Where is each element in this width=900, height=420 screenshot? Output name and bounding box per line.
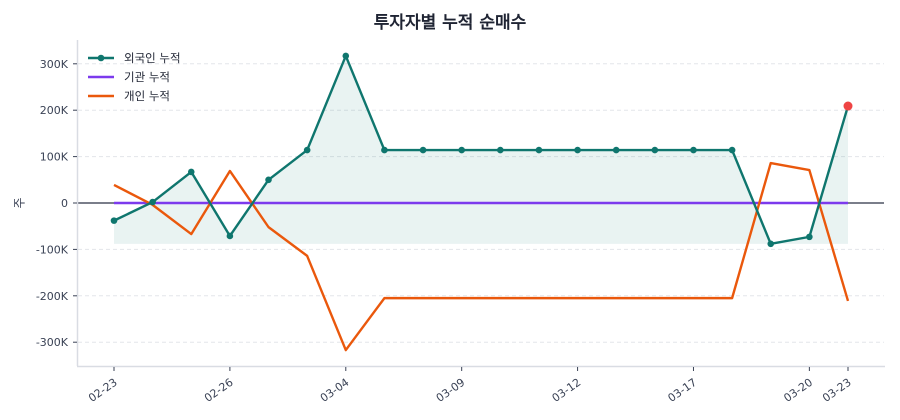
- legend-label: 개인 누적: [124, 89, 170, 103]
- data-point-marker: [767, 240, 775, 248]
- series-lines: [110, 52, 853, 352]
- data-point-marker: [381, 146, 388, 154]
- y-tick-label: 0: [61, 197, 68, 210]
- legend-label: 기관 누적: [124, 70, 170, 84]
- chart-title: 투자자별 누적 순매수: [374, 13, 527, 33]
- data-point-marker: [497, 146, 504, 154]
- y-tick-label: -300K: [36, 336, 69, 349]
- legend-label: 외국인 누적: [124, 51, 181, 65]
- foreign-cumulative-line: [113, 54, 850, 246]
- x-tick-label: 03-23: [820, 376, 854, 405]
- data-point-marker: [187, 168, 195, 176]
- y-tick-label: -200K: [36, 290, 69, 303]
- x-tick-label: 02-26: [202, 376, 236, 405]
- data-point-marker: [728, 146, 736, 154]
- x-tick-label: 03-20: [781, 376, 815, 405]
- legend-item-foreign: 외국인 누적: [88, 51, 181, 65]
- data-point-marker: [226, 232, 234, 240]
- y-tick-label: 200K: [40, 104, 69, 117]
- y-tick-label: 300K: [40, 58, 69, 71]
- latest-point-marker: [843, 101, 853, 111]
- data-point-marker: [110, 217, 118, 224]
- y-tick-label: 100K: [40, 151, 69, 164]
- data-point-marker: [612, 146, 620, 154]
- x-axis-ticks: 02-23 02-26 03-04 03-09 03-12 03-17 03-20 03-23: [86, 367, 854, 405]
- x-tick-label: 03-17: [666, 376, 700, 405]
- grid-lines: [78, 63, 884, 343]
- legend-marker: [97, 54, 105, 62]
- x-tick-label: 03-09: [434, 376, 468, 405]
- y-axis-label: 주: [13, 197, 27, 208]
- data-point-marker: [265, 176, 272, 184]
- individual-cumulative-line: [113, 161, 850, 352]
- x-tick-label: 03-04: [318, 376, 352, 405]
- data-point-marker: [458, 146, 465, 154]
- data-point-marker: [690, 146, 697, 154]
- data-point-marker: [535, 146, 543, 154]
- data-point-marker: [149, 198, 156, 206]
- data-point-marker: [651, 146, 659, 154]
- axes: [76, 40, 885, 368]
- area-fill: [114, 55, 848, 244]
- y-tick-label: -100K: [36, 243, 69, 256]
- data-point-marker: [574, 146, 581, 154]
- legend-item-individual: 개인 누적: [88, 89, 170, 103]
- data-point-marker: [342, 52, 350, 60]
- foreign-area-fill: [114, 55, 848, 244]
- legend-item-institution: 기관 누적: [88, 70, 170, 84]
- x-tick-label: 03-12: [550, 376, 584, 405]
- x-tick-label: 02-23: [86, 376, 120, 405]
- data-point-marker: [419, 146, 427, 154]
- data-point-marker: [303, 146, 311, 154]
- y-axis-ticks: -300K -200K -100K 0 100K 200K 300K: [36, 58, 77, 349]
- data-point-marker: [806, 233, 813, 241]
